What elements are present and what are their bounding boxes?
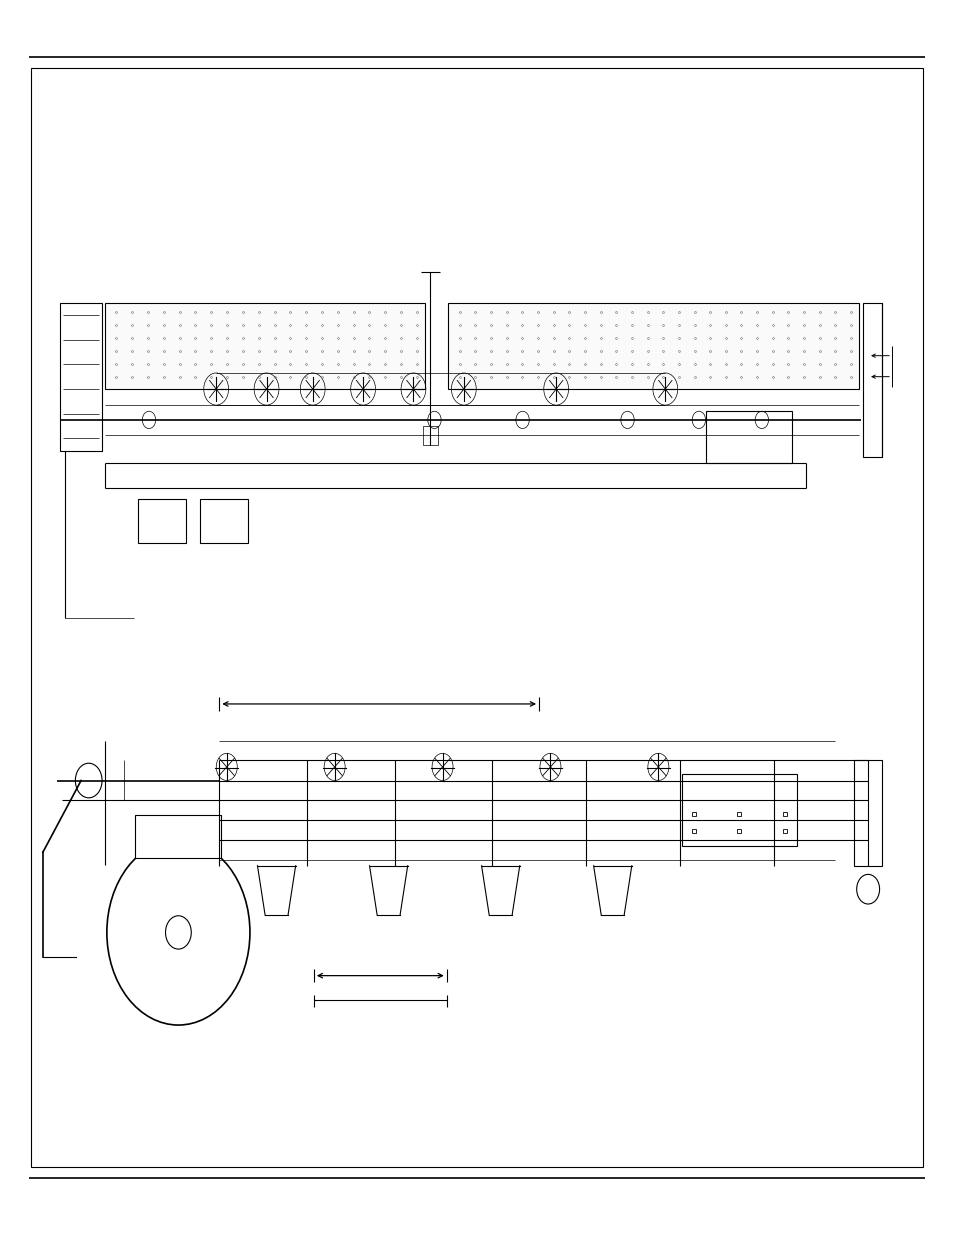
Bar (200, 499, 248, 543)
Bar (705, 411, 791, 463)
Bar (448, 303, 858, 389)
Bar (60, 303, 102, 451)
Bar (681, 774, 796, 846)
Bar (138, 499, 186, 543)
Bar (422, 426, 437, 445)
Bar (853, 760, 882, 866)
Bar (135, 815, 221, 858)
Bar (862, 303, 882, 457)
Bar (105, 303, 424, 389)
Bar (31, 68, 922, 1167)
